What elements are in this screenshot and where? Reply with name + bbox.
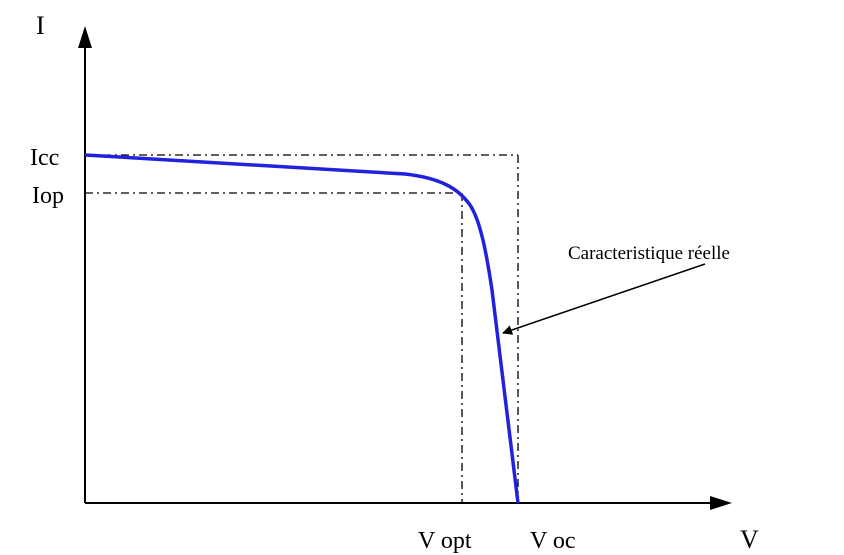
x-axis-label: V [740,525,759,554]
iv-curve [84,153,520,504]
voc-label: V oc [530,528,576,554]
iop-label: Iop [32,183,64,209]
vopt-label: V opt [418,528,472,554]
icc-label: Icc [30,145,59,171]
annotation-arrow [502,263,706,335]
x-axis-arrow [710,496,732,510]
y-axis-arrow [78,26,92,48]
annotation-label: Caracteristique réelle [568,243,730,264]
y-axis-label: I [36,11,45,40]
